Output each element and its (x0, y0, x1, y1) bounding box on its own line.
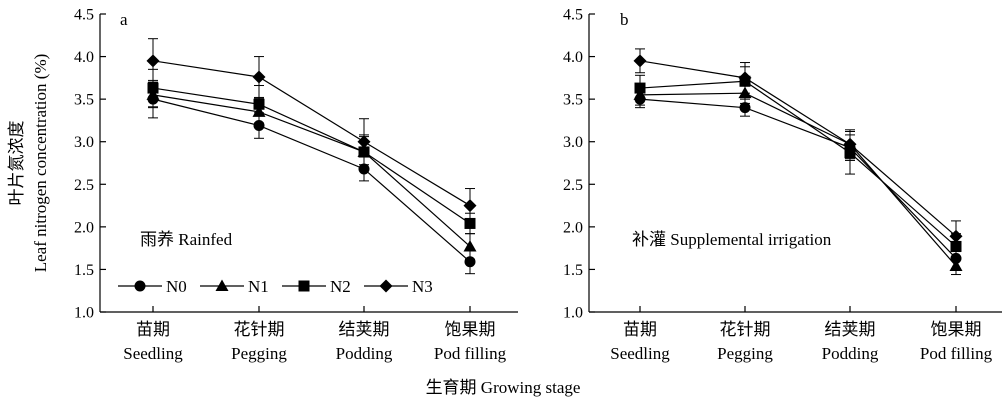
legend-label-N0: N0 (166, 277, 187, 296)
x-tick-label-en: Pod filling (920, 344, 993, 363)
y-tick-label: 3.0 (74, 134, 94, 151)
panel-a: 1.0 1.5 2.0 2.5 3.0 3.5 4.0 4.5 苗期 Seedling 花针期 Peg… (7, 7, 518, 363)
data-point-N2 (634, 82, 646, 94)
legend: N0 N1 N2 N3 (118, 277, 433, 296)
legend-label-N2: N2 (330, 277, 351, 296)
data-point-N0 (739, 102, 751, 114)
x-tick-label-en: Podding (336, 344, 393, 363)
y-tick-label: 2.0 (563, 219, 583, 236)
legend-marker-N2 (298, 280, 310, 292)
legend-marker-N1 (215, 279, 229, 291)
x-tick-label-cn: 饱果期 (445, 320, 496, 339)
y-tick-label: 4.5 (563, 7, 583, 24)
x-tick-label-cn: 结荚期 (825, 320, 876, 339)
x-tick-label-cn: 花针期 (234, 320, 285, 339)
data-point-N2 (147, 82, 159, 94)
series-line-N1 (639, 92, 957, 267)
panel-label: a (120, 10, 128, 29)
y-tick-label: 4.0 (74, 49, 94, 66)
x-axis-label: 生育期 Growing stage (426, 378, 581, 397)
x-tick-label-cn: 饱果期 (931, 320, 982, 339)
y-axis-label-cn: 叶片氮浓度 (7, 121, 26, 206)
y-tick-label: 2.5 (563, 177, 583, 194)
data-point-N3 (843, 137, 857, 151)
data-point-N3 (949, 229, 963, 243)
y-tick-label: 1.5 (74, 262, 94, 279)
y-tick-label: 2.5 (74, 177, 94, 194)
data-point-N2 (253, 98, 265, 110)
panel-annotation: 补灌 Supplemental irrigation (632, 230, 832, 249)
panel-label: b (620, 10, 629, 29)
x-tick-label-cn: 苗期 (623, 320, 657, 339)
legend-marker-N0 (134, 280, 146, 292)
legend-label-N3: N3 (412, 277, 433, 296)
data-point-N3 (738, 71, 752, 85)
y-axis-label-en: Leaf nitrogen concentration (%) (31, 54, 50, 273)
data-point-N3 (146, 54, 160, 68)
x-tick-label-en: Pegging (717, 344, 773, 363)
x-tick-label-en: Pod filling (434, 344, 507, 363)
series-line-N0 (639, 98, 957, 259)
data-point-N2 (464, 217, 476, 229)
legend-marker-N3 (379, 279, 393, 293)
x-tick-label-cn: 花针期 (720, 320, 771, 339)
data-point-N3 (463, 199, 477, 213)
series-line-N3 (639, 60, 957, 237)
data-point-N3 (252, 70, 266, 84)
y-tick-label: 4.0 (563, 49, 583, 66)
series-line-N0 (152, 98, 471, 263)
data-point-N1 (463, 239, 477, 252)
x-tick-label-cn: 苗期 (136, 320, 170, 339)
panel-b: 1.0 1.5 2.0 2.5 3.0 3.5 4.0 4.5 苗期 Seedling 花针期 Peg… (563, 7, 1002, 363)
y-tick-label: 1.0 (563, 305, 583, 322)
x-tick-label-cn: 结荚期 (339, 320, 390, 339)
series-line-N1 (152, 94, 471, 247)
legend-label-N1: N1 (248, 277, 269, 296)
y-tick-label: 2.0 (74, 219, 94, 236)
y-tick-label: 3.0 (563, 134, 583, 151)
y-tick-label: 3.5 (563, 92, 583, 109)
x-tick-label-en: Pegging (231, 344, 287, 363)
y-tick-label: 1.5 (563, 262, 583, 279)
series-line-N2 (639, 80, 957, 247)
x-tick-label-en: Seedling (610, 344, 670, 363)
data-point-N3 (357, 135, 371, 149)
y-tick-label: 4.5 (74, 7, 94, 24)
series-line-N3 (152, 60, 471, 207)
data-point-N3 (633, 54, 647, 68)
x-tick-label-en: Podding (822, 344, 879, 363)
panel-annotation: 雨养 Rainfed (140, 230, 233, 249)
x-tick-label-en: Seedling (123, 344, 183, 363)
series-line-N2 (152, 87, 471, 224)
y-tick-label: 1.0 (74, 305, 94, 322)
y-tick-label: 3.5 (74, 92, 94, 109)
data-point-N1 (949, 259, 963, 272)
